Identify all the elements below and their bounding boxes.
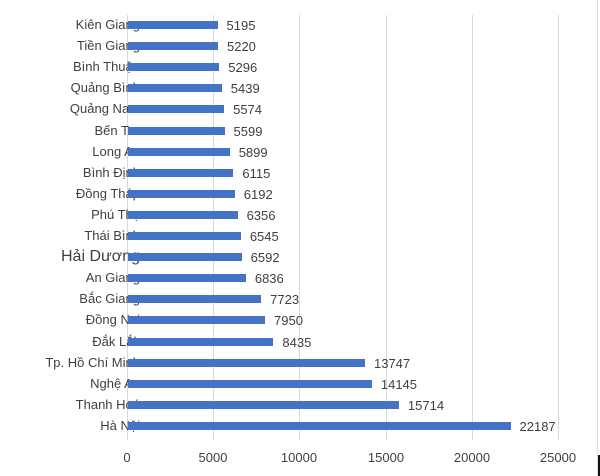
category-label: Bình Định xyxy=(82,164,140,180)
gridline xyxy=(472,15,473,440)
y-axis-line xyxy=(127,15,128,440)
data-label: 6545 xyxy=(249,229,279,244)
category-label: Tiền Giang xyxy=(76,38,140,54)
x-tick-label: 15000 xyxy=(367,450,405,465)
bar xyxy=(128,232,241,240)
category-label: Bắc Giang xyxy=(79,291,140,307)
bar xyxy=(128,316,266,325)
x-tick-label: 25000 xyxy=(539,450,577,465)
category-label: Hải Dương xyxy=(60,248,140,266)
data-label: 22187 xyxy=(519,418,556,434)
bar xyxy=(128,253,242,262)
bar xyxy=(128,84,222,93)
category-label: Kiên Giang xyxy=(75,17,140,32)
bar xyxy=(128,274,246,283)
gridline xyxy=(213,15,214,440)
frame-edge-mark xyxy=(598,455,600,476)
data-label: 5439 xyxy=(230,81,260,97)
gridline xyxy=(299,15,300,440)
bar xyxy=(128,42,218,51)
bar xyxy=(128,337,274,346)
category-label: Quảng Nam xyxy=(69,101,140,117)
data-label: 6356 xyxy=(246,207,276,223)
data-label: 5195 xyxy=(226,18,256,33)
bar xyxy=(128,168,234,177)
bar xyxy=(128,147,230,156)
bar xyxy=(128,379,372,388)
data-label: 6836 xyxy=(254,271,284,287)
bar xyxy=(128,189,235,198)
x-tick-label: 5000 xyxy=(198,450,228,465)
data-label: 14145 xyxy=(380,376,418,392)
frame-border xyxy=(597,0,598,476)
category-label: Phú Thọ xyxy=(91,206,140,222)
category-label: Đồng Tháp xyxy=(75,185,140,201)
bar xyxy=(128,126,225,135)
data-label: 5599 xyxy=(233,123,263,139)
category-label: Bình Thuận xyxy=(73,59,140,75)
data-label: 5899 xyxy=(238,144,268,160)
data-label: 5574 xyxy=(233,102,263,118)
category-label: Thái Bình xyxy=(84,228,140,243)
data-label: 5220 xyxy=(226,39,256,55)
data-label: 7950 xyxy=(274,313,303,329)
data-label: 13747 xyxy=(373,355,411,371)
x-tick-label: 10000 xyxy=(280,450,318,465)
bar xyxy=(128,400,399,409)
bar xyxy=(128,210,238,219)
x-tick-label: 0 xyxy=(123,450,131,465)
x-tick-label: 20000 xyxy=(453,450,491,465)
data-label: 7723 xyxy=(270,292,300,308)
bar xyxy=(128,21,218,29)
data-label: 6115 xyxy=(242,165,271,181)
category-label: Đồng Nai xyxy=(85,312,140,328)
data-label: 8435 xyxy=(282,334,312,350)
bar xyxy=(128,358,365,367)
data-label: 5296 xyxy=(228,60,258,76)
data-label: 6592 xyxy=(250,250,280,266)
bar xyxy=(128,421,511,430)
data-label: 15714 xyxy=(407,397,445,413)
category-label: Tp. Hồ Chí Minh xyxy=(45,354,140,370)
bar xyxy=(128,105,225,114)
bar xyxy=(128,63,220,72)
gridline xyxy=(386,15,387,440)
category-label: An Giang xyxy=(85,270,140,286)
category-label: Thanh Hoá xyxy=(75,396,140,412)
category-label: Quảng Bình xyxy=(70,80,140,96)
gridline xyxy=(558,15,559,440)
bar xyxy=(128,295,262,304)
data-label: 6192 xyxy=(243,186,273,202)
category-label: Nghệ An xyxy=(90,375,140,391)
